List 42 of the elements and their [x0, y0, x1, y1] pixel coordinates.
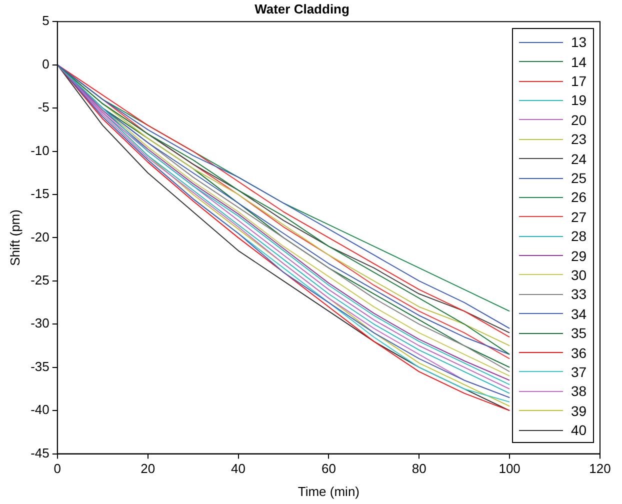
legend-label: 30 [571, 266, 587, 283]
legend-label: 34 [571, 306, 587, 322]
legend-label: 20 [571, 112, 587, 128]
y-tick-label: -5 [38, 100, 50, 115]
chart-title: Water Cladding [254, 1, 350, 16]
y-tick-label: 5 [42, 13, 50, 28]
legend-label: 13 [571, 34, 587, 50]
legend-label: 25 [571, 170, 587, 186]
legend-label: 28 [571, 228, 587, 244]
legend-label: 40 [571, 422, 587, 438]
y-tick-label: -35 [30, 358, 50, 374]
x-tick-label: 120 [589, 461, 611, 476]
legend-label: 27 [571, 208, 587, 225]
legend-label: 23 [571, 131, 587, 148]
y-tick-label: -20 [30, 229, 50, 244]
legend-label: 36 [571, 344, 587, 361]
legend-label: 33 [571, 286, 587, 302]
x-axis-title: Time (min) [298, 484, 360, 499]
x-tick-label: 100 [498, 461, 520, 476]
y-tick-label: -25 [30, 272, 50, 288]
legend-label: 26 [571, 189, 587, 206]
x-tick-label: 40 [231, 461, 246, 476]
legend-label: 35 [571, 325, 587, 342]
legend-label: 17 [571, 73, 587, 90]
legend-label: 29 [571, 248, 587, 264]
legend-label: 38 [571, 383, 587, 400]
y-tick-label: -15 [30, 186, 50, 202]
y-tick-label: 0 [42, 56, 50, 72]
x-tick-label: 0 [54, 461, 62, 476]
legend-label: 14 [571, 54, 587, 70]
x-tick-label: 60 [321, 461, 336, 476]
x-tick-label: 20 [140, 461, 156, 476]
legend-label: 19 [571, 92, 587, 108]
y-tick-label: -45 [30, 445, 50, 460]
y-tick-label: -30 [30, 316, 50, 331]
y-tick-label: -10 [30, 142, 50, 158]
x-tick-label: 80 [412, 461, 426, 476]
y-tick-label: -40 [30, 402, 50, 418]
legend-label: 37 [571, 364, 587, 380]
y-axis-title: Shift (pm) [7, 210, 22, 266]
legend-label: 24 [571, 150, 587, 167]
legend-label: 39 [571, 402, 587, 419]
